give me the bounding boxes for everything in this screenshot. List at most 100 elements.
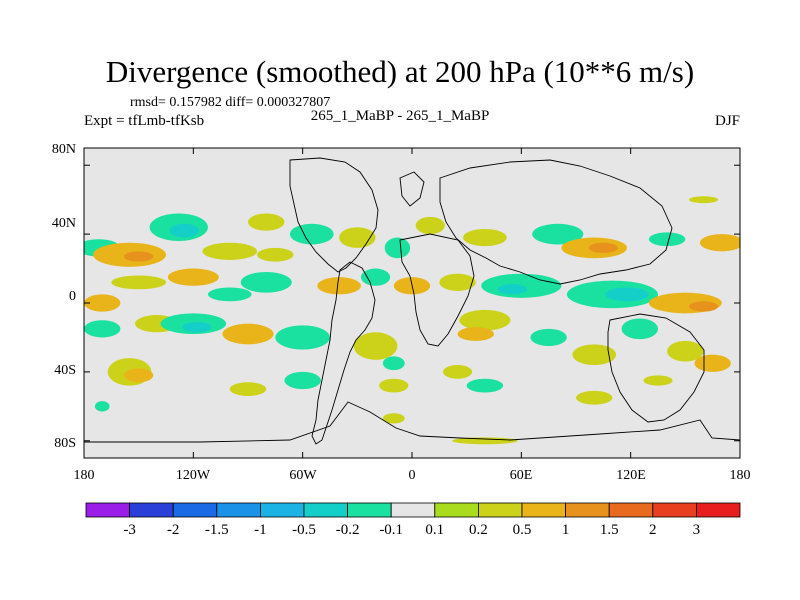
colorbar-label: -1.5 bbox=[205, 522, 229, 538]
colorbar-label: 1.5 bbox=[600, 522, 619, 538]
colorbar-label: -3 bbox=[123, 522, 136, 538]
field-contour bbox=[284, 371, 321, 390]
field-contour bbox=[379, 378, 409, 393]
field-contour bbox=[621, 318, 658, 340]
field-contour bbox=[694, 354, 731, 372]
field-contour bbox=[182, 321, 212, 333]
field-contour bbox=[240, 272, 292, 293]
field-contour bbox=[275, 325, 330, 350]
experiment-label: Expt = tfLmb-tfKsb bbox=[84, 113, 205, 129]
colorbar-label: -1 bbox=[254, 522, 267, 538]
field-contour bbox=[588, 242, 618, 254]
colorbar-swatch bbox=[303, 502, 348, 518]
coastline-south-america bbox=[311, 261, 376, 445]
field-contour bbox=[459, 309, 511, 331]
colorbar-label: 0.1 bbox=[425, 522, 444, 538]
field-contour bbox=[94, 401, 110, 412]
field-contour bbox=[699, 234, 740, 252]
field-contour bbox=[497, 284, 527, 295]
field-contour bbox=[111, 275, 166, 290]
field-contour bbox=[688, 301, 719, 312]
field-contour bbox=[466, 378, 504, 393]
x-tick-label: 60E bbox=[510, 468, 533, 483]
field-contour bbox=[382, 413, 405, 424]
field-contour bbox=[605, 287, 649, 302]
field-contour bbox=[248, 213, 285, 231]
coastline-eurasia bbox=[439, 159, 673, 285]
field-contour bbox=[202, 242, 258, 260]
field-contour bbox=[257, 247, 294, 262]
field-contour bbox=[207, 287, 252, 302]
colorbar-labels: -3 -2 -1.5 -1 -0.5 -0.2 -0.1 0.1 0.2 0.5 1 1.5 2 3 bbox=[123, 522, 700, 538]
x-tick-marks bbox=[83, 148, 741, 458]
colorbar-label: 1 bbox=[562, 522, 570, 538]
field-contour bbox=[317, 277, 361, 295]
colorbar-swatch bbox=[172, 502, 218, 518]
field-contour bbox=[648, 232, 686, 247]
coastline-africa bbox=[399, 233, 475, 347]
colorbar-swatch bbox=[477, 502, 523, 518]
field-contour bbox=[463, 228, 507, 247]
field-contour bbox=[667, 340, 704, 362]
y-tick-label: 40N bbox=[52, 216, 76, 231]
field-contour bbox=[442, 365, 473, 379]
field-contour bbox=[84, 294, 121, 312]
season-label: DJF bbox=[714, 113, 740, 129]
field-contour bbox=[382, 356, 405, 371]
coastline-greenland bbox=[399, 171, 425, 207]
field-contour bbox=[289, 223, 334, 245]
field-contour bbox=[457, 327, 494, 341]
colorbar-label: 0.2 bbox=[469, 522, 488, 538]
coastline-antarctica bbox=[84, 401, 740, 443]
field-contour bbox=[643, 375, 673, 386]
colorbar-swatch bbox=[259, 502, 305, 518]
field-contour bbox=[572, 344, 617, 365]
colorbar-label: 3 bbox=[693, 522, 701, 538]
x-tick-label: 180 bbox=[74, 468, 95, 483]
field-contour bbox=[222, 323, 274, 345]
field-contour bbox=[452, 437, 518, 445]
field-contour bbox=[353, 332, 398, 360]
colorbar-label: -2 bbox=[167, 522, 180, 538]
colorbar-swatch bbox=[129, 502, 174, 518]
coastline-north-america bbox=[289, 157, 379, 273]
colorbar-swatch bbox=[390, 502, 436, 518]
colorbar-swatch bbox=[696, 502, 741, 518]
colorbar-label: -0.2 bbox=[336, 522, 360, 538]
colorbar bbox=[85, 502, 741, 518]
field-contour bbox=[688, 196, 719, 204]
comparison-label: 265_1_MaBP - 265_1_MaBP bbox=[310, 108, 490, 124]
field-contour bbox=[576, 390, 613, 405]
chart-title: Divergence (smoothed) at 200 hPa (10**6 … bbox=[105, 54, 695, 89]
field-contour bbox=[169, 223, 199, 238]
field-contour bbox=[229, 382, 267, 396]
x-tick-label: 60W bbox=[289, 468, 317, 483]
colorbar-swatch bbox=[652, 502, 697, 518]
colorbar-swatch bbox=[85, 502, 130, 518]
field-contour bbox=[360, 268, 391, 286]
colorbar-swatch bbox=[434, 502, 479, 518]
x-tick-label: 120W bbox=[176, 468, 211, 483]
y-tick-label: 80S bbox=[54, 436, 76, 451]
y-tick-label: 40S bbox=[54, 363, 76, 378]
field-contour bbox=[167, 268, 219, 286]
x-tick-label: 180 bbox=[730, 468, 751, 483]
colorbar-swatch bbox=[521, 502, 566, 518]
field-contour bbox=[530, 328, 567, 347]
colorbar-swatch bbox=[347, 502, 392, 518]
colorbar-label: -0.5 bbox=[292, 522, 316, 538]
x-tick-label: 120E bbox=[616, 468, 646, 483]
stats-text: rmsd= 0.157982 diff= 0.000327807 bbox=[130, 95, 331, 110]
continent-outlines bbox=[84, 157, 740, 445]
colorbar-swatch bbox=[565, 502, 610, 518]
colorbar-swatch bbox=[608, 502, 654, 518]
y-tick-label: 0 bbox=[69, 289, 76, 304]
coastline-australia bbox=[607, 313, 705, 423]
field-contour bbox=[439, 273, 476, 291]
colorbar-label: -0.1 bbox=[379, 522, 403, 538]
field-contour bbox=[124, 368, 154, 383]
field-contour bbox=[84, 320, 121, 338]
field-contour bbox=[415, 216, 445, 235]
y-tick-marks bbox=[84, 164, 740, 442]
